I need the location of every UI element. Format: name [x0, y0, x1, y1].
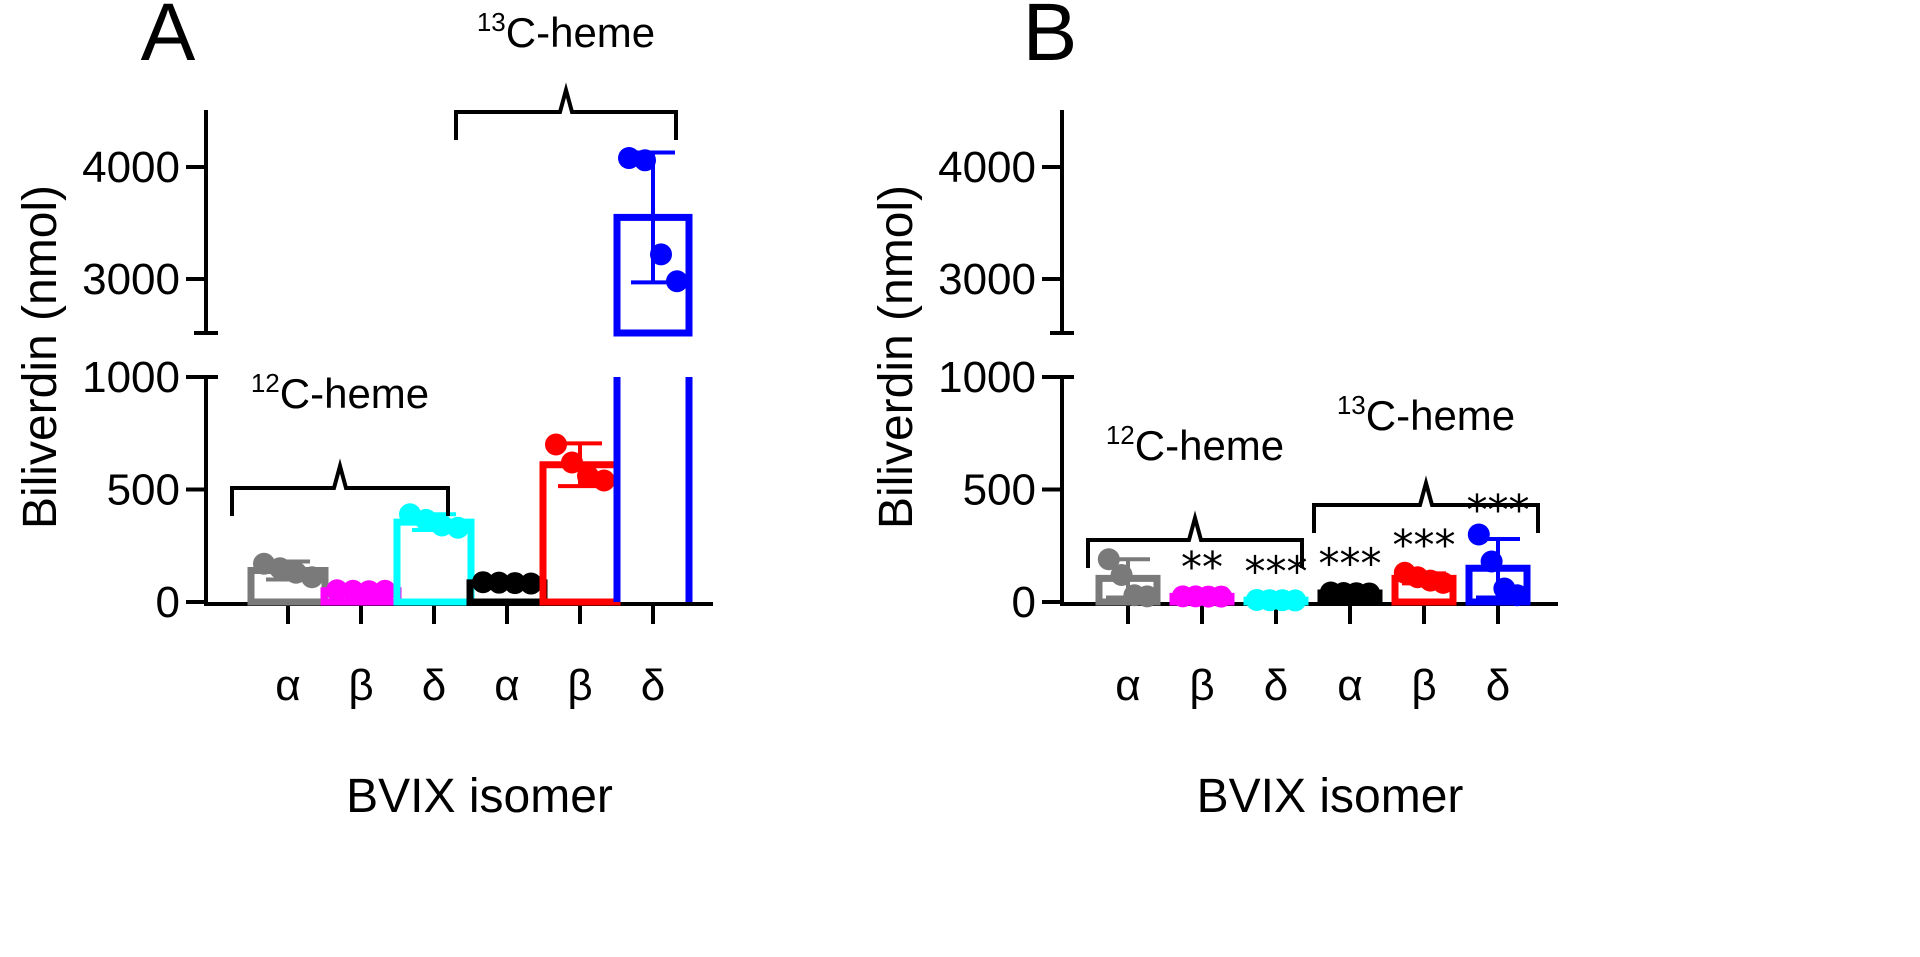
x-tick-label: α	[494, 661, 519, 710]
group-label-text: C-heme	[280, 370, 429, 417]
significance-marker: ***	[1245, 547, 1308, 596]
significance-marker: ***	[1467, 486, 1530, 535]
x-tick-label: α	[1337, 661, 1362, 710]
data-point	[1284, 589, 1307, 612]
x-tick-label: δ	[422, 661, 447, 710]
data-point	[1467, 523, 1490, 546]
data-point	[561, 451, 583, 474]
x-tick-label: δ	[1264, 661, 1289, 710]
group-label-superscript: 12	[1106, 420, 1135, 450]
y-tick-label: 3000	[938, 255, 1036, 304]
data-point	[1358, 582, 1381, 605]
y-tick-label: 4000	[82, 143, 180, 192]
group-label-superscript: 13	[1337, 390, 1366, 420]
y-tick-label: 500	[107, 466, 180, 515]
data-point	[1097, 548, 1120, 571]
group-label: 12C-heme	[1106, 420, 1284, 469]
group-label: 13C-heme	[1337, 390, 1515, 439]
data-point	[1110, 564, 1133, 586]
data-point	[488, 571, 510, 594]
panel-letter: B	[1023, 0, 1078, 78]
group-bracket	[230, 458, 450, 516]
group-label-text: C-heme	[1135, 422, 1284, 469]
x-tick-label: β	[567, 661, 592, 710]
data-point	[504, 572, 526, 595]
x-tick-label: α	[1115, 661, 1140, 710]
y-tick-label: 1000	[82, 353, 180, 402]
data-point	[520, 572, 542, 595]
group-label-superscript: 13	[477, 7, 506, 37]
data-point	[1210, 585, 1233, 608]
significance-marker: ***	[1393, 520, 1456, 569]
group-label: 13C-heme	[477, 7, 655, 56]
data-point	[358, 580, 380, 603]
x-axis-title: BVIX isomer	[346, 770, 613, 823]
x-axis-title: BVIX isomer	[1197, 770, 1464, 823]
data-point	[472, 571, 494, 594]
data-point	[666, 270, 688, 293]
x-tick-label: β	[1189, 661, 1214, 710]
significance-marker: ***	[1319, 539, 1382, 588]
data-point	[593, 469, 615, 492]
y-tick-label: 1000	[938, 353, 1036, 402]
data-point	[342, 579, 364, 602]
x-tick-label: α	[275, 661, 300, 710]
group-bracket	[1312, 475, 1540, 533]
group-label-superscript: 12	[251, 368, 280, 398]
data-point	[1136, 585, 1159, 608]
significance-marker: **	[1181, 543, 1223, 592]
data-point	[1432, 571, 1455, 594]
x-tick-label: β	[1411, 661, 1436, 710]
group-label-text: C-heme	[1366, 392, 1515, 439]
panel-letter: A	[141, 0, 196, 78]
data-point	[447, 516, 469, 539]
y-tick-label: 3000	[82, 255, 180, 304]
group-bracket	[454, 82, 678, 140]
x-tick-label: β	[348, 661, 373, 710]
y-tick-label: 4000	[938, 143, 1036, 192]
group-bracket	[1086, 510, 1304, 568]
y-axis-title: Biliverdin (nmol)	[14, 185, 67, 529]
data-point	[634, 149, 656, 172]
data-point	[545, 433, 567, 456]
y-tick-label: 0	[156, 578, 180, 627]
x-tick-label: δ	[641, 661, 666, 710]
y-tick-label: 0	[1012, 578, 1036, 627]
data-point	[374, 579, 396, 602]
data-point	[1480, 550, 1503, 573]
x-tick-label: δ	[1486, 661, 1511, 710]
data-point	[1506, 584, 1529, 607]
y-axis-title: Biliverdin (nmol)	[870, 185, 923, 529]
data-point	[650, 243, 672, 266]
group-label-text: C-heme	[506, 9, 655, 56]
data-point	[326, 579, 348, 602]
group-label: 12C-heme	[251, 368, 429, 417]
y-tick-label: 500	[963, 466, 1036, 515]
data-point	[301, 566, 323, 589]
